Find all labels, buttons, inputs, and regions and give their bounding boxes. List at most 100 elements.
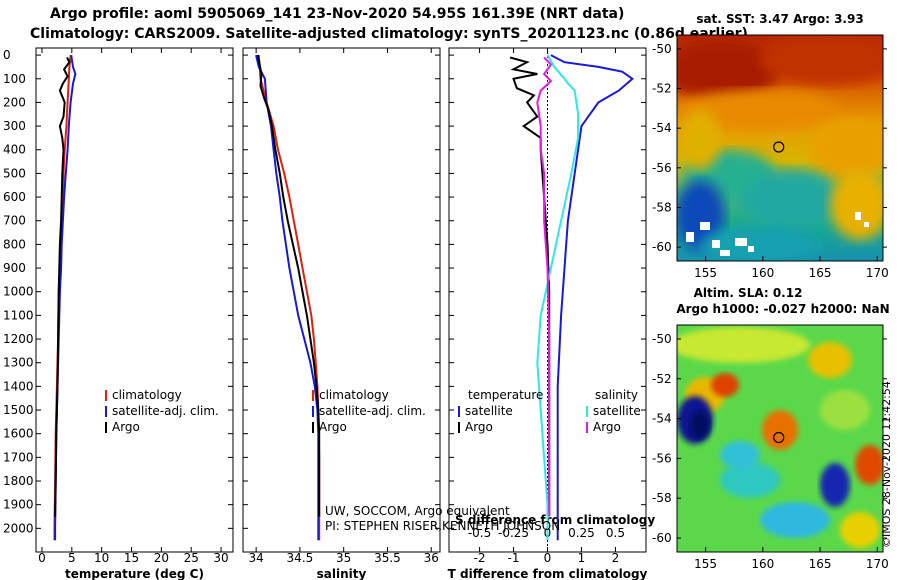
depth-tick-label: 400	[3, 143, 26, 157]
map-lat-label: -60	[652, 531, 672, 545]
sla-blob	[820, 463, 850, 507]
map-lat-label: -56	[652, 451, 672, 465]
land-mask	[720, 250, 730, 256]
x-tick-label: 1	[578, 551, 586, 565]
profile-panel-3: -2 -1 0 1 2 T difference from climatology -0.5…	[325, 47, 655, 580]
land-mask	[686, 232, 694, 242]
depth-tick-label: 1400	[3, 379, 34, 393]
secondary-x-tick-label: 0.5	[606, 526, 625, 540]
map-frame	[676, 324, 884, 553]
sst-blob	[680, 90, 840, 130]
map-field	[677, 325, 883, 552]
legend-label: climatology	[319, 388, 389, 402]
sst-blob	[830, 170, 883, 240]
depth-tick-label: 700	[3, 214, 26, 228]
sst-blob	[810, 120, 883, 180]
x-tick-label: 2	[612, 551, 620, 565]
argo-position-marker	[773, 431, 785, 444]
depth-tick-label: 900	[3, 261, 26, 275]
legend-label: Argo	[319, 420, 347, 434]
map-lon-label: 165	[809, 266, 832, 280]
legend-label: satellite-adj. clim.	[319, 404, 426, 418]
depth-tick-label: 100	[3, 72, 26, 86]
sla-map-title: Altim. SLA: 0.12	[694, 286, 803, 300]
legend-title-salinity: salinity	[595, 388, 638, 402]
map-lon-label: 155	[694, 266, 717, 280]
depth-tick-label: 1500	[3, 403, 34, 417]
sla-blob	[720, 462, 780, 498]
map-lat-label: -50	[652, 42, 672, 56]
map-lat-label: -60	[652, 240, 672, 254]
depth-tick-label: 0	[3, 48, 11, 62]
depth-tick-label: 200	[3, 95, 26, 109]
x-tick-label: 5	[68, 551, 76, 565]
legend-label: satellite	[593, 404, 641, 418]
x-tick-label: 25	[184, 551, 199, 565]
x-axis-label: temperature (deg C)	[65, 567, 204, 580]
profile-title: Argo profile: aoml 5905069_141 23-Nov-20…	[50, 6, 625, 22]
depth-tick-label: 500	[3, 166, 26, 180]
argo-height-title: Argo h1000: -0.027 h2000: NaN	[676, 302, 889, 316]
sst-blob	[740, 170, 840, 230]
imos-timestamp: ©IMOS 28-Nov-2020 11:42:54	[880, 381, 893, 548]
map-lon-label: 170	[866, 266, 889, 280]
depth-tick-label: 1200	[3, 332, 34, 346]
depth-tick-label: 1000	[3, 285, 34, 299]
depth-tick-label: 1700	[3, 450, 34, 464]
legend-title-temperature: temperature	[468, 388, 543, 402]
sst-map-panel: 155 160 165 170 -50 -52 -54 -56 -58 -60 sat. SST: …	[652, 12, 889, 280]
map-lat-label: -54	[652, 412, 672, 426]
secondary-x-tick-label: -0.5	[468, 526, 491, 540]
sla-blob	[840, 512, 880, 548]
series-line-magenta	[536, 56, 553, 517]
x-tick-label: -1	[508, 551, 520, 565]
land-mask	[712, 240, 720, 248]
credit-line: PI: STEPHEN RISER,KENNETH JOHNSON	[325, 519, 560, 533]
profile-panel-2: 34 34.5 35 35.5 36 salinity climatology satelli…	[242, 47, 441, 580]
map-lon-label: 155	[694, 557, 717, 571]
x-tick-label: 30	[213, 551, 228, 565]
map-lon-label: 170	[866, 557, 889, 571]
sla-blob	[808, 342, 852, 378]
depth-tick-label: 300	[3, 119, 26, 133]
map-lat-label: -52	[652, 372, 672, 386]
x-tick-label: 36	[424, 551, 439, 565]
panel-frame	[242, 47, 441, 553]
depth-tick-label: 1300	[3, 356, 34, 370]
x-tick-label: 0	[38, 551, 46, 565]
sla-blob	[690, 411, 710, 439]
x-tick-label: -2	[474, 551, 486, 565]
land-mask	[748, 246, 754, 252]
x-axis-label: salinity	[317, 567, 367, 580]
depth-tick-label: 1900	[3, 498, 34, 512]
sst-blob	[760, 35, 883, 85]
x-tick-label: 35	[336, 551, 351, 565]
depth-tick-label: 2000	[3, 521, 34, 535]
depth-tick-label: 800	[3, 237, 26, 251]
land-mask	[864, 222, 869, 227]
x-tick-label: 15	[124, 551, 139, 565]
map-field	[677, 35, 883, 261]
depth-tick-label: 600	[3, 190, 26, 204]
depth-tick-label: 1600	[3, 427, 34, 441]
sla-blob	[820, 390, 870, 430]
profile-panel-1: 0 5 10 15 20 25 30 temperature (deg C) climatolo…	[35, 47, 234, 580]
panel-frame	[35, 47, 234, 553]
secondary-x-tick-label: 0.25	[568, 526, 595, 540]
land-mask	[855, 212, 861, 220]
sla-blob	[720, 441, 760, 469]
map-lon-label: 160	[751, 557, 774, 571]
sla-blob	[711, 373, 739, 397]
map-lon-label: 165	[809, 557, 832, 571]
depth-tick-label: 1800	[3, 474, 34, 488]
series-line-red	[257, 55, 321, 541]
series-line-black	[256, 54, 321, 517]
depth-tick-label: 1100	[3, 308, 34, 322]
sla-blob	[677, 327, 810, 363]
sla-blob	[760, 502, 830, 538]
series-line-blue	[550, 54, 635, 541]
sla-blob	[762, 410, 798, 450]
series-line-black	[54, 57, 71, 517]
land-mask	[700, 222, 710, 230]
